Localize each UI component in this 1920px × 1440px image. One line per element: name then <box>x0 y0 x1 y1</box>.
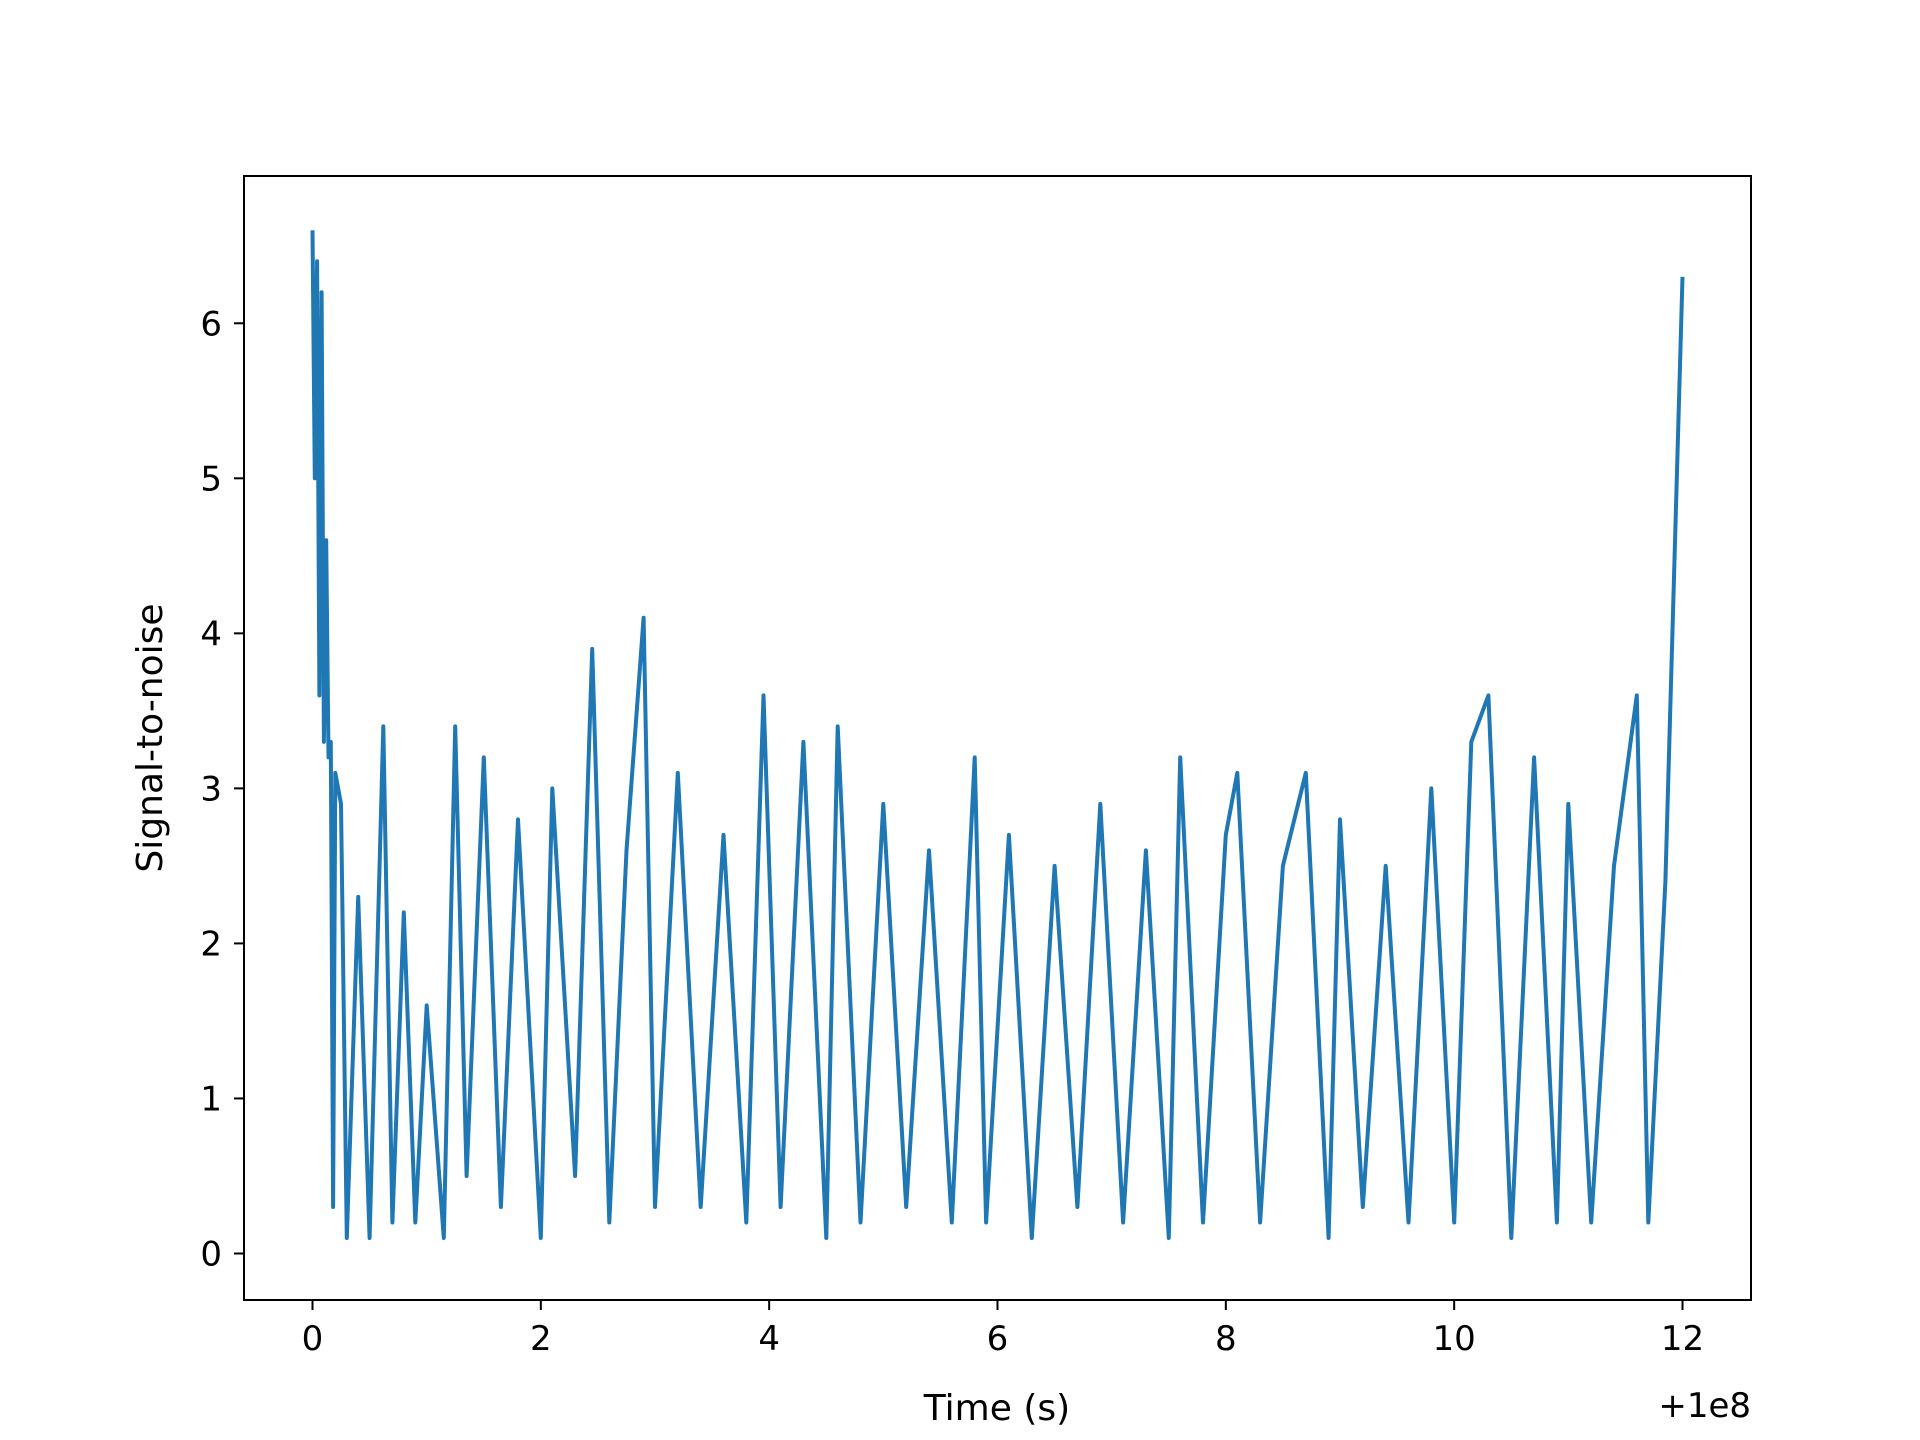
y-axis-ticks: 0 1 2 3 4 5 6 <box>200 304 244 1274</box>
x-tick-label: 6 <box>987 1319 1009 1359</box>
y-tick-label: 6 <box>200 304 222 344</box>
x-axis-title: Time (s) <box>923 1388 1070 1429</box>
y-tick-label: 5 <box>200 459 222 499</box>
x-axis-offset-label: +1e8 <box>1658 1386 1751 1426</box>
y-axis-title: Signal-to-noise <box>130 603 171 872</box>
y-tick-label: 2 <box>200 924 222 964</box>
series-line-0 <box>310 230 1685 1240</box>
x-tick-label: 0 <box>302 1319 324 1359</box>
x-tick-label: 4 <box>758 1319 780 1359</box>
x-tick-label: 10 <box>1433 1319 1476 1359</box>
y-tick-label: 4 <box>200 614 222 654</box>
x-tick-label: 12 <box>1661 1319 1704 1359</box>
y-tick-label: 0 <box>200 1234 222 1274</box>
series-layer <box>310 230 1685 1240</box>
y-tick-label: 1 <box>200 1079 222 1119</box>
x-tick-label: 8 <box>1215 1319 1237 1359</box>
x-tick-label: 2 <box>530 1319 552 1359</box>
y-tick-label: 3 <box>200 769 222 809</box>
x-axis-ticks: 0 2 4 6 8 10 12 <box>302 1300 1704 1359</box>
